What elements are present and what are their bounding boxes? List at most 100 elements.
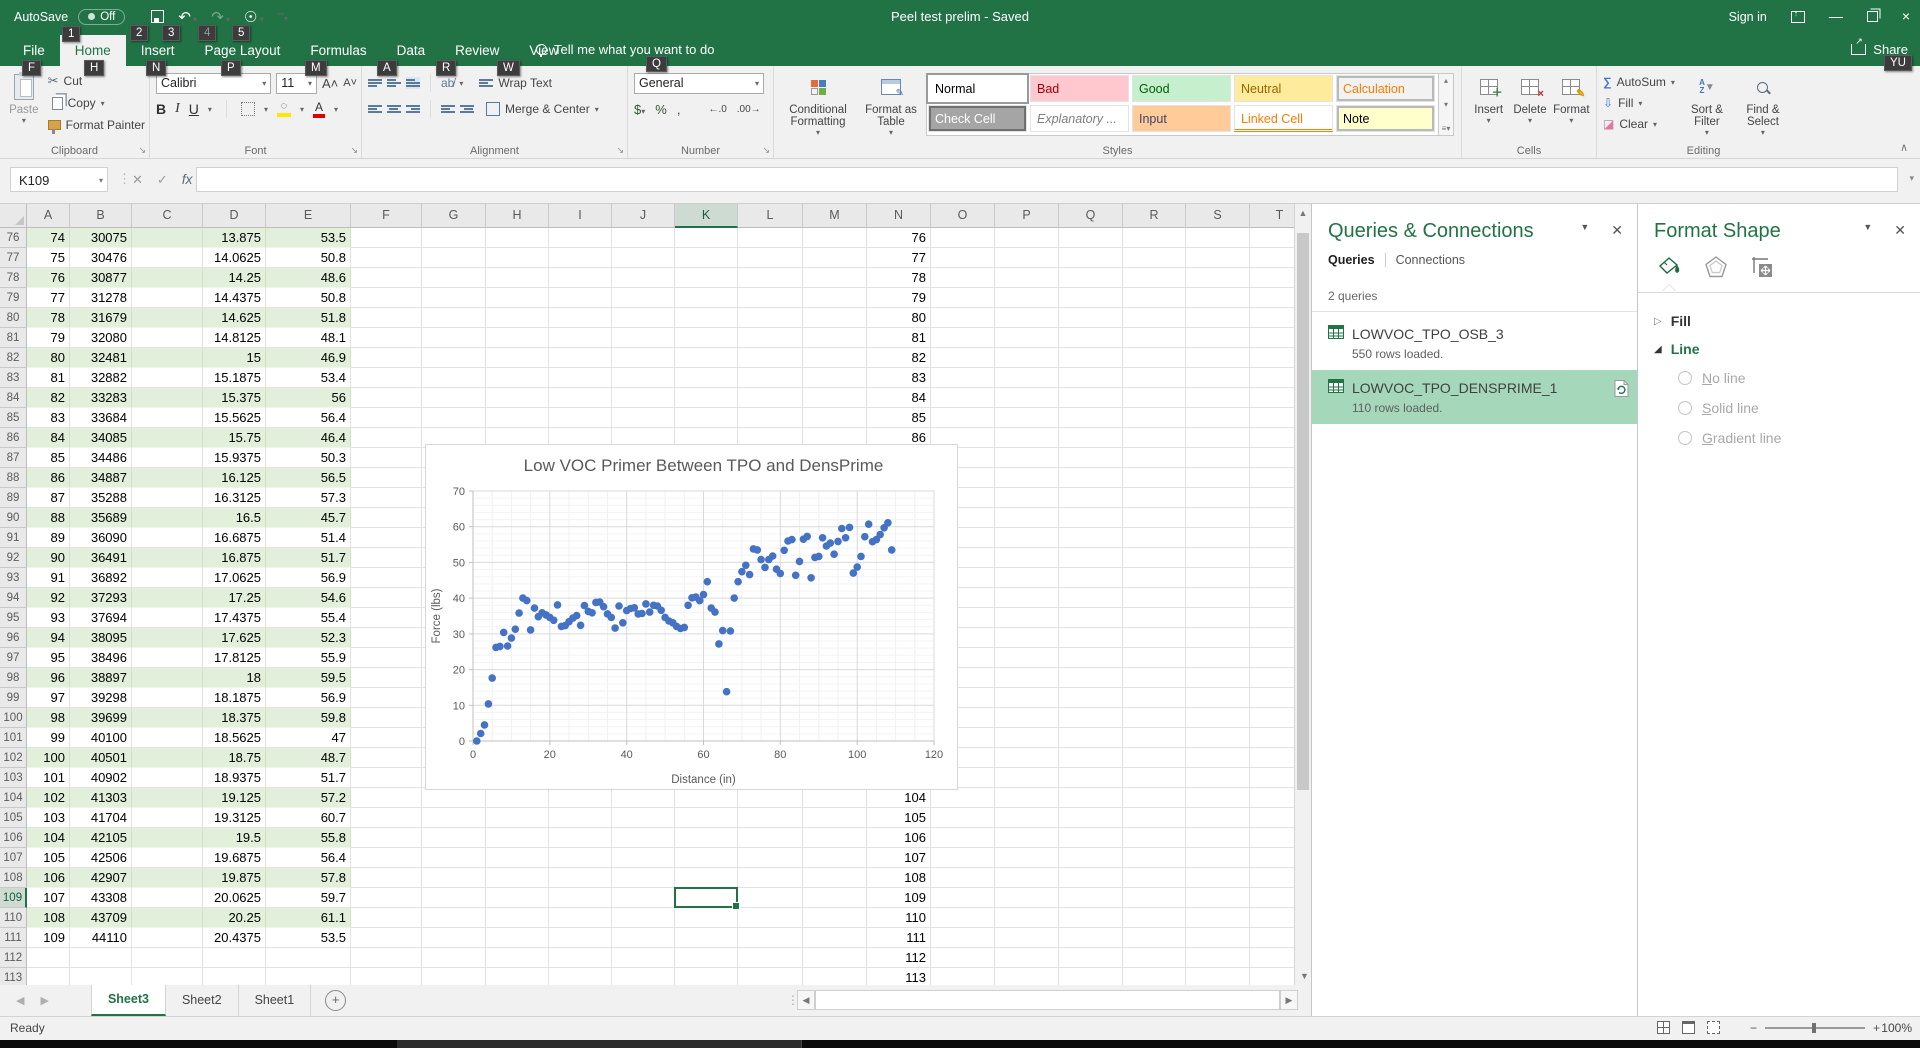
decrease-decimal-icon[interactable]: .00→: [736, 103, 761, 115]
cell-D97[interactable]: 17.8125: [203, 648, 266, 668]
ribbon-tab-insert[interactable]: Insert: [140, 43, 175, 58]
zoom-in-icon[interactable]: +: [1872, 1021, 1880, 1035]
row-header-113[interactable]: 113: [0, 968, 27, 985]
cell-B96[interactable]: 38095: [70, 628, 132, 648]
cell-C110[interactable]: [132, 908, 203, 928]
cell-O98[interactable]: [931, 668, 995, 688]
cell-style-neutral[interactable]: Neutral: [1234, 75, 1333, 102]
selected-cell[interactable]: [674, 887, 740, 910]
name-box[interactable]: K109 ▾: [10, 167, 108, 192]
cell-N83[interactable]: 83: [867, 368, 931, 388]
column-header-C[interactable]: C: [132, 204, 203, 228]
cell-M78[interactable]: [803, 268, 867, 288]
cell-E90[interactable]: 45.7: [266, 508, 351, 528]
clear-button[interactable]: ◪ Clear ▾: [1603, 117, 1658, 131]
cell-S109[interactable]: [1186, 888, 1250, 908]
cell-A99[interactable]: 97: [27, 688, 70, 708]
cell-D105[interactable]: 19.3125: [203, 808, 266, 828]
cell-O103[interactable]: [931, 768, 995, 788]
cell-O93[interactable]: [931, 568, 995, 588]
cell-C81[interactable]: [132, 328, 203, 348]
cell-A78[interactable]: 76: [27, 268, 70, 288]
cell-B109[interactable]: 43308: [70, 888, 132, 908]
cell-B87[interactable]: 34486: [70, 448, 132, 468]
cell-Q88[interactable]: [1059, 468, 1123, 488]
cell-B95[interactable]: 37694: [70, 608, 132, 628]
cell-O94[interactable]: [931, 588, 995, 608]
cell-F83[interactable]: [351, 368, 422, 388]
clipboard-dialog-launcher[interactable]: ↘: [138, 145, 146, 155]
cell-A102[interactable]: 100: [27, 748, 70, 768]
row-header-99[interactable]: 99: [0, 688, 27, 708]
cell-E78[interactable]: 48.6: [266, 268, 351, 288]
cell-B98[interactable]: 38897: [70, 668, 132, 688]
cell-T85[interactable]: [1250, 408, 1294, 428]
cell-J84[interactable]: [612, 388, 675, 408]
cell-L82[interactable]: [738, 348, 803, 368]
row-header-80[interactable]: 80: [0, 308, 27, 328]
cell-G105[interactable]: [422, 808, 486, 828]
cell-A112[interactable]: [27, 948, 70, 968]
cell-E80[interactable]: 51.8: [266, 308, 351, 328]
cell-B108[interactable]: 42907: [70, 868, 132, 888]
cell-Q76[interactable]: [1059, 228, 1123, 248]
cell-Q79[interactable]: [1059, 288, 1123, 308]
cell-G81[interactable]: [422, 328, 486, 348]
gallery-scroll[interactable]: ▴ ▾ ≡▾: [1439, 73, 1454, 136]
cell-H76[interactable]: [486, 228, 549, 248]
cell-S81[interactable]: [1186, 328, 1250, 348]
cell-I106[interactable]: [549, 828, 612, 848]
font-name-combo[interactable]: Calibri ▾: [156, 72, 272, 94]
cell-S79[interactable]: [1186, 288, 1250, 308]
row-header-102[interactable]: 102: [0, 748, 27, 768]
cell-O96[interactable]: [931, 628, 995, 648]
cell-P92[interactable]: [995, 548, 1059, 568]
cell-T91[interactable]: [1250, 528, 1294, 548]
cell-S103[interactable]: [1186, 768, 1250, 788]
cell-B113[interactable]: [70, 968, 132, 985]
cell-T84[interactable]: [1250, 388, 1294, 408]
cell-F103[interactable]: [351, 768, 422, 788]
cell-E92[interactable]: 51.7: [266, 548, 351, 568]
cell-O84[interactable]: [931, 388, 995, 408]
cell-Q94[interactable]: [1059, 588, 1123, 608]
cell-K112[interactable]: [675, 948, 738, 968]
row-header-97[interactable]: 97: [0, 648, 27, 668]
cell-E83[interactable]: 53.4: [266, 368, 351, 388]
cell-B106[interactable]: 42105: [70, 828, 132, 848]
cell-P82[interactable]: [995, 348, 1059, 368]
cell-A90[interactable]: 88: [27, 508, 70, 528]
cell-A100[interactable]: 98: [27, 708, 70, 728]
format-shape-dropdown-icon[interactable]: ▼: [1863, 222, 1873, 232]
cell-D106[interactable]: 19.5: [203, 828, 266, 848]
cell-A88[interactable]: 86: [27, 468, 70, 488]
merge-center-button[interactable]: Merge & Center ▾: [486, 98, 599, 120]
cell-S94[interactable]: [1186, 588, 1250, 608]
cell-J79[interactable]: [612, 288, 675, 308]
cell-M79[interactable]: [803, 288, 867, 308]
row-header-103[interactable]: 103: [0, 768, 27, 788]
cell-P109[interactable]: [995, 888, 1059, 908]
cell-D91[interactable]: 16.6875: [203, 528, 266, 548]
cell-D109[interactable]: 20.0625: [203, 888, 266, 908]
cell-E107[interactable]: 56.4: [266, 848, 351, 868]
cell-S97[interactable]: [1186, 648, 1250, 668]
cell-S99[interactable]: [1186, 688, 1250, 708]
cell-C100[interactable]: [132, 708, 203, 728]
cell-C79[interactable]: [132, 288, 203, 308]
cell-C98[interactable]: [132, 668, 203, 688]
number-dialog-launcher[interactable]: ↘: [762, 145, 770, 155]
cell-K80[interactable]: [675, 308, 738, 328]
cell-Q97[interactable]: [1059, 648, 1123, 668]
cell-F106[interactable]: [351, 828, 422, 848]
cell-N106[interactable]: 106: [867, 828, 931, 848]
cell-K81[interactable]: [675, 328, 738, 348]
cell-L80[interactable]: [738, 308, 803, 328]
sheet-tab-sheet1[interactable]: Sheet1: [239, 985, 312, 1016]
cell-H109[interactable]: [486, 888, 549, 908]
cell-P101[interactable]: [995, 728, 1059, 748]
cell-D103[interactable]: 18.9375: [203, 768, 266, 788]
cell-J111[interactable]: [612, 928, 675, 948]
cell-R113[interactable]: [1123, 968, 1186, 985]
column-header-Q[interactable]: Q: [1059, 204, 1123, 228]
